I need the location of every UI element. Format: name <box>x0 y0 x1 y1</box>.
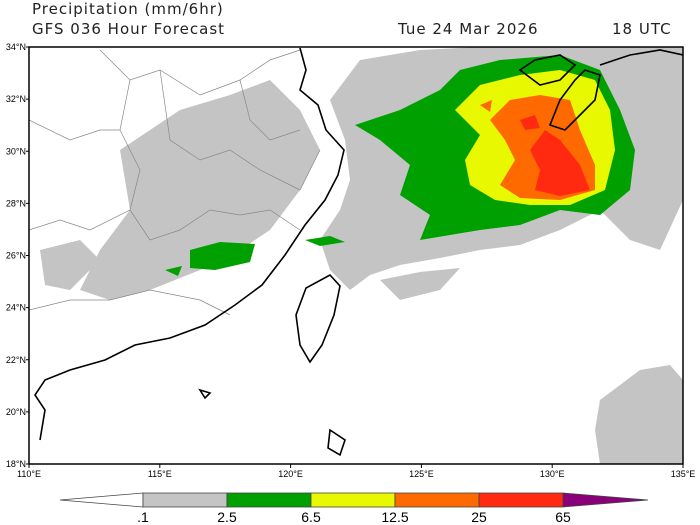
colorbar-segment-1 <box>142 492 228 508</box>
lon-label: 115°E <box>148 469 172 479</box>
lat-label: 18°N <box>6 459 26 469</box>
colorbar-segment-5 <box>478 492 564 508</box>
map-title: Precipitation (mm/6hr) <box>32 0 224 18</box>
colorbar-label: 12.5 <box>381 509 408 525</box>
province-borders <box>29 49 321 316</box>
lat-label: 28°N <box>6 198 26 208</box>
precip-extreme <box>520 115 590 196</box>
lon-label: 130°E <box>540 469 565 479</box>
colorbar-label: 25 <box>471 509 487 525</box>
colorbar-label: .1 <box>137 509 149 525</box>
colorbar-label: 6.5 <box>301 509 321 525</box>
map-subtitle: GFS 036 Hour Forecast <box>32 20 226 38</box>
axis-ticks: 110°E 115°E 120°E 125°E 130°E 135°E 34°N 32°N 30… <box>6 42 695 479</box>
lat-label: 34°N <box>6 42 26 52</box>
lon-label: 135°E <box>671 469 696 479</box>
colorbar-segment-2 <box>226 492 312 508</box>
lat-label: 30°N <box>6 146 26 156</box>
lat-label: 24°N <box>6 303 26 313</box>
valid-time: 18 UTC <box>612 20 672 38</box>
lat-label: 20°N <box>6 407 26 417</box>
colorbar-label: 2.5 <box>217 509 237 525</box>
lon-label: 125°E <box>409 469 434 479</box>
colorbar-label: 65 <box>555 509 571 525</box>
lat-label: 26°N <box>6 251 26 261</box>
precip-fields <box>40 47 683 464</box>
colorbar-segment-6 <box>562 492 649 508</box>
lon-label: 120°E <box>278 469 303 479</box>
colorbar-segment-0 <box>59 492 144 508</box>
lon-label: 110°E <box>17 469 41 479</box>
lat-label: 32°N <box>6 94 26 104</box>
colorbar-segment-3 <box>310 492 396 508</box>
colorbar-segment-4 <box>394 492 480 508</box>
valid-date: Tue 24 Mar 2026 <box>398 20 539 38</box>
coastlines <box>34 47 683 457</box>
colorbar: .1 2.5 6.5 12.5 25 65 <box>59 492 649 525</box>
lat-label: 22°N <box>6 355 26 365</box>
